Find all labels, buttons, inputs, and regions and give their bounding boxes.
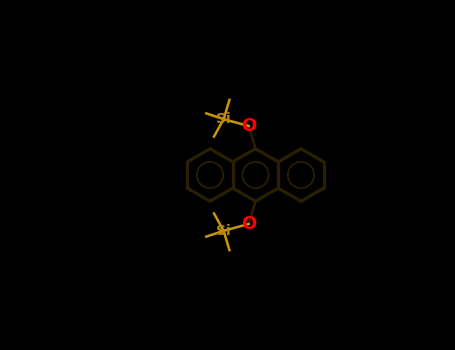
Text: Si: Si: [216, 112, 231, 126]
Text: O: O: [241, 117, 256, 135]
Text: Si: Si: [216, 224, 231, 238]
Text: O: O: [241, 215, 256, 233]
